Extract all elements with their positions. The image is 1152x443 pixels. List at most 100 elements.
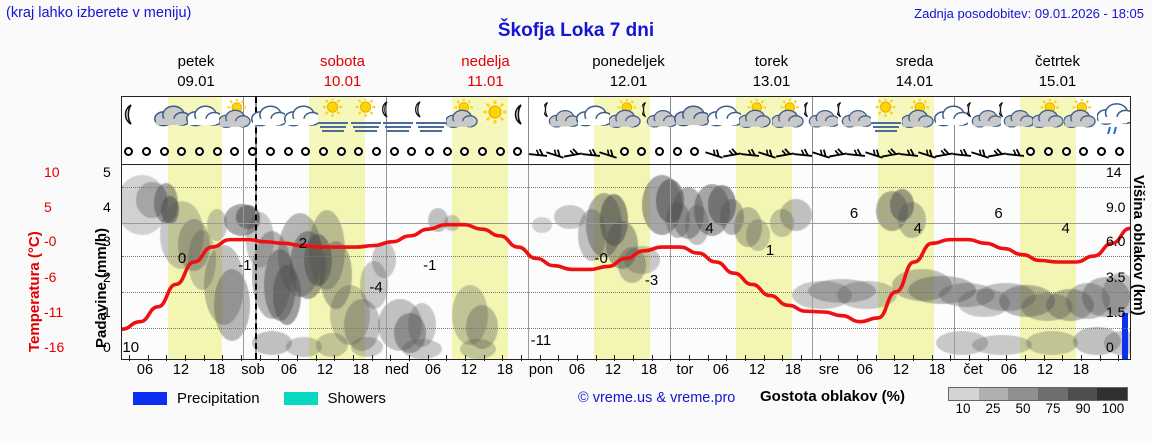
calm-wind-icon (407, 147, 417, 156)
wind-barb-icon (899, 148, 918, 157)
precipitation-legend-label: Precipitation (177, 389, 260, 407)
x-axis-tick-mark (857, 355, 858, 361)
temperature-point-label: 4 (1061, 219, 1070, 237)
cloud-density-step (1008, 388, 1039, 400)
prec-axis-tick: 1 (103, 303, 111, 320)
wind-barb-icon (581, 148, 600, 157)
temperature-point-label: 1 (765, 242, 775, 260)
sun-fog-icon (316, 97, 350, 139)
x-axis-tick-label: 18 (1072, 362, 1090, 378)
calm-wind-icon (318, 147, 328, 156)
x-axis-tick-mark (801, 355, 802, 361)
sun-cloud-icon (738, 98, 773, 139)
x-axis-tick-mark (465, 355, 466, 361)
x-axis-tick-mark (950, 355, 952, 361)
day-column-nedelja: nedelja 11.01 (414, 52, 557, 94)
wind-barb-icon (864, 149, 883, 159)
x-axis-tick-mark (185, 355, 186, 361)
temperature-point-label: 0 (177, 249, 187, 267)
x-axis-tick-mark (427, 355, 429, 361)
calm-wind-icon (1043, 147, 1053, 156)
temperature-point-label: 6 (994, 204, 1003, 222)
x-axis-tick-mark (633, 355, 634, 361)
sun-icon (479, 99, 513, 139)
sun-cloud-icon (608, 98, 643, 139)
day-name: sreda (895, 53, 934, 70)
showers-swatch (283, 391, 318, 405)
day-separator (386, 97, 387, 164)
x-axis-tick-label: 18 (208, 362, 226, 378)
wind-barb-icon (563, 148, 582, 158)
moon-cloud-icon (835, 99, 873, 139)
temperature-point-label: -4 (369, 279, 383, 297)
x-axis-tick-label: 06 (424, 362, 442, 378)
x-axis-tick-label: tor (676, 362, 694, 378)
x-axis-tick-mark (278, 355, 280, 361)
x-axis-tick-mark (334, 355, 336, 361)
grid-line (122, 327, 1130, 329)
wind-symbol-row (122, 142, 1130, 164)
precipitation-swatch (133, 391, 167, 405)
cloud-white-icon (251, 99, 289, 139)
moon-cloud-icon (640, 99, 678, 139)
temperature-curve (122, 222, 1130, 331)
sun-fog-icon (349, 97, 383, 139)
temperature-point-label: 4 (913, 219, 923, 237)
wind-barb-icon (793, 148, 812, 157)
wind-barb-icon (882, 148, 901, 158)
calm-wind-icon (672, 147, 682, 156)
x-axis-tick-mark (1081, 355, 1082, 361)
x-axis-tick-label: 18 (640, 362, 658, 378)
x-axis-tick-label: 12 (1036, 362, 1054, 378)
prec-axis-tick: 5 (103, 163, 111, 180)
moon-cloud-icon (998, 99, 1036, 139)
x-axis-tick-label: 18 (496, 362, 514, 378)
x-axis-tick-mark (241, 355, 242, 361)
calm-wind-icon (637, 147, 647, 156)
zero-degree-line (122, 223, 1130, 225)
x-axis-tick-label: 18 (928, 362, 946, 378)
calm-wind-icon (212, 147, 222, 156)
moon-cloud-icon (542, 99, 580, 139)
day-separator (243, 97, 244, 164)
day-separator (670, 97, 671, 164)
cloud-axis-tick: 3.5 (1106, 268, 1126, 285)
prec-axis-tick: 3 (103, 233, 111, 250)
x-axis-tick-mark (745, 355, 746, 361)
cloud-density-tick: 100 (1101, 401, 1125, 416)
cloud-density-step (978, 388, 1009, 400)
day-column-ponedeljek: ponedeljek 12.01 (557, 52, 700, 94)
x-axis-tick-mark (707, 355, 709, 361)
moon-fog-icon (381, 99, 415, 139)
cloud-axis-tick: 0 (1106, 339, 1114, 356)
x-axis-tick-label: čet (963, 362, 983, 378)
cloud-density-step (1038, 388, 1068, 400)
cloud-icon (153, 99, 191, 139)
cloud-density-tick-labels: 10 25 50 75 90 100 (948, 401, 1128, 416)
cloud-density-step (1067, 388, 1098, 400)
calm-wind-icon (336, 147, 346, 156)
cloud-axis-tick: 14 (1106, 163, 1122, 180)
calm-wind-icon (495, 147, 505, 156)
current-time-marker (255, 165, 257, 359)
cloud-density-step (1097, 388, 1128, 400)
day-name: četrtek (1034, 53, 1080, 70)
x-axis-tick-label: 06 (136, 362, 154, 378)
x-axis-tick-mark (614, 355, 616, 361)
day-separator (812, 97, 813, 164)
wind-barb-icon (740, 148, 759, 157)
temperature-point-label: -1 (238, 257, 252, 275)
x-axis-tick-marks (121, 355, 1131, 362)
cloud-axis-tick: 9.0 (1106, 199, 1126, 216)
day-column-četrtek: četrtek 15.01 (986, 52, 1129, 94)
sun-cloud-icon (1063, 98, 1098, 139)
day-header-strip: petek 09.01 sobota 10.01 nedelja 11.01 ponedel… (121, 52, 1131, 94)
calm-wind-icon (1061, 147, 1071, 156)
cloud-density-tick: 90 (1075, 401, 1091, 416)
weather-icon-band (121, 96, 1131, 164)
wind-barb-icon (705, 149, 724, 159)
calm-wind-icon (1026, 147, 1036, 156)
